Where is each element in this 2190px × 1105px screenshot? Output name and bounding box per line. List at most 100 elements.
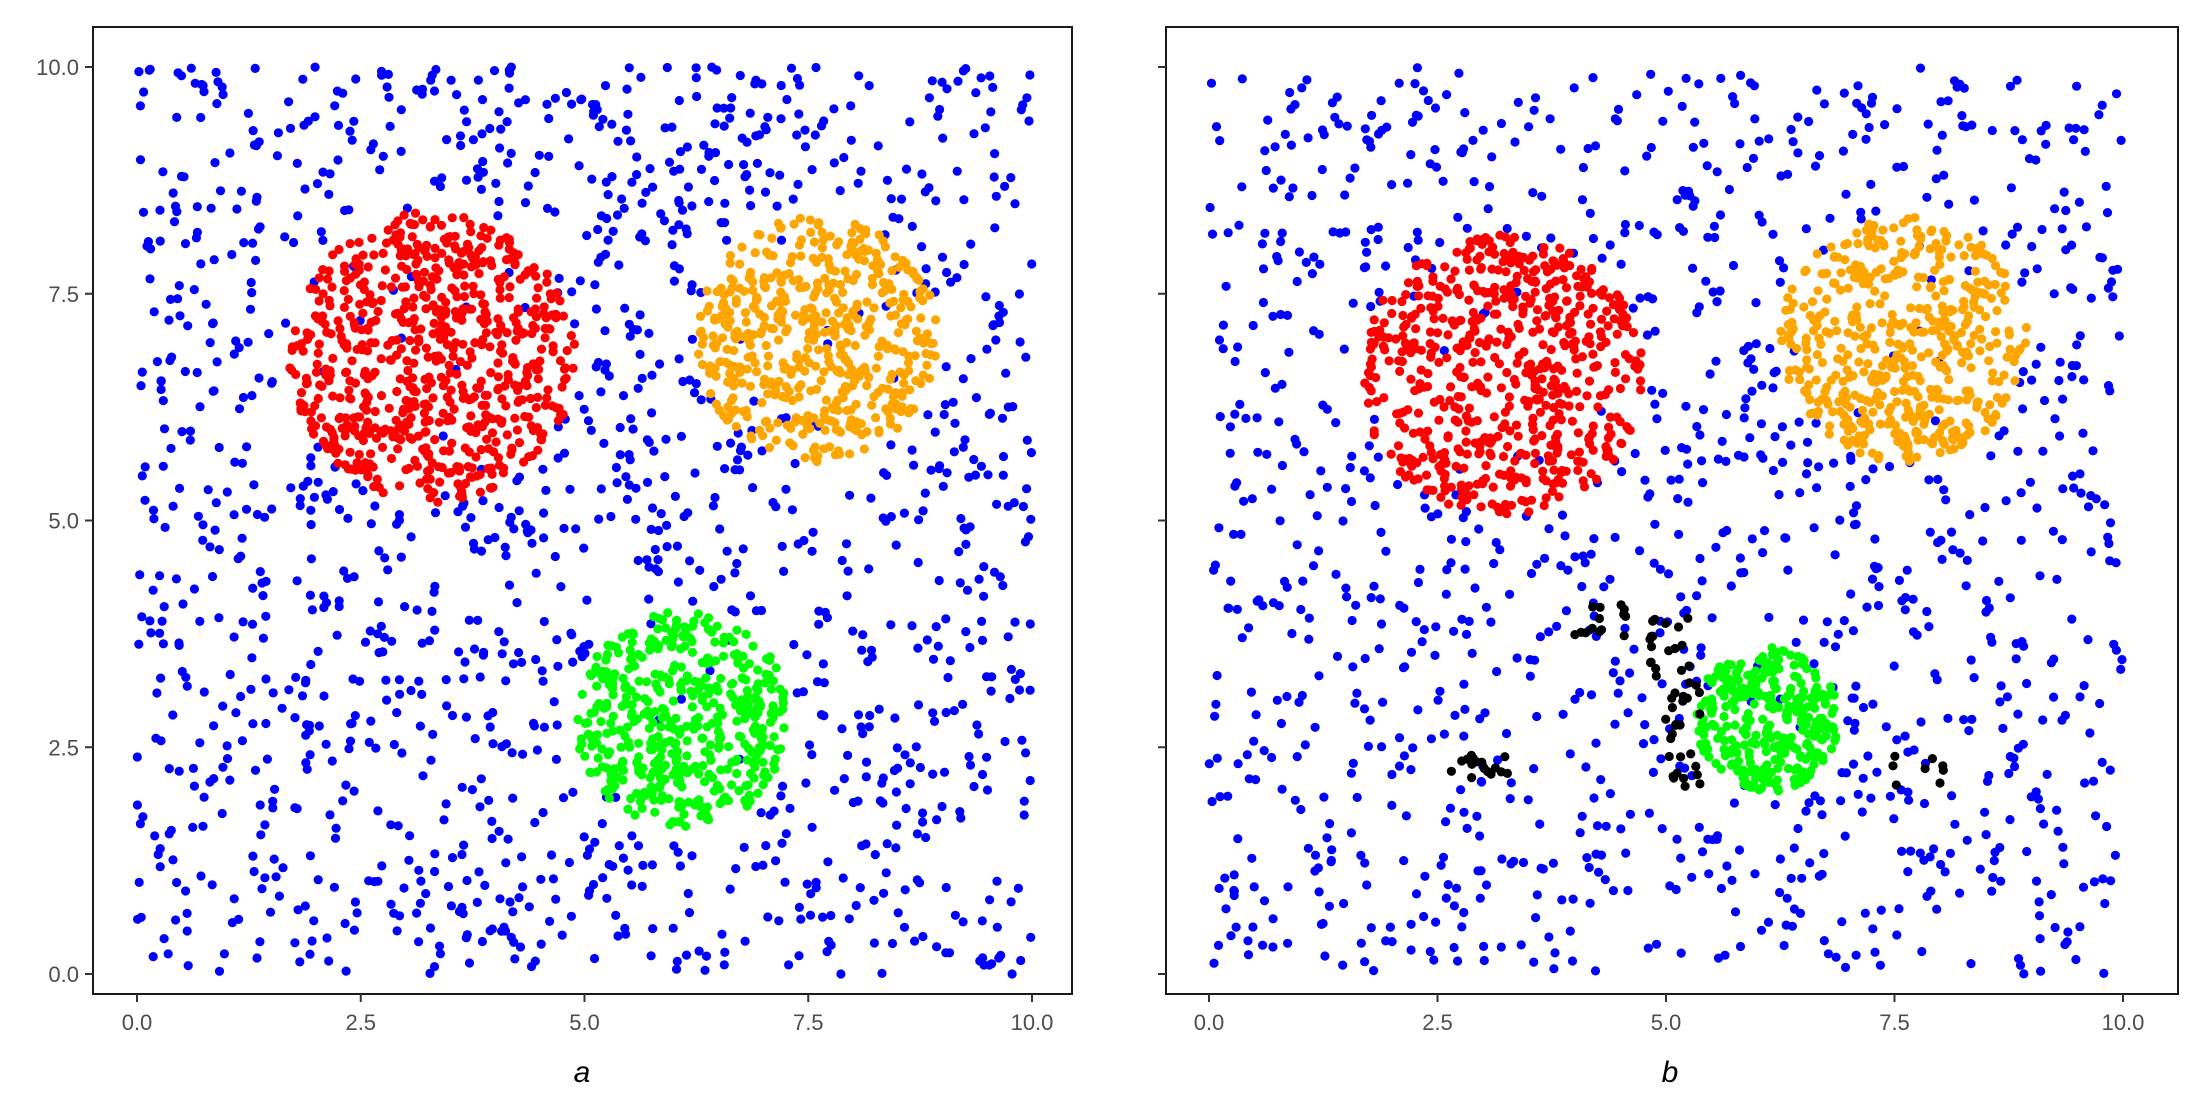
cluster-1-point	[420, 246, 430, 256]
background-point	[1577, 195, 1588, 205]
background-point	[608, 226, 618, 236]
cluster-1-point	[1397, 356, 1407, 367]
background-point	[1582, 853, 1592, 863]
background-point	[1678, 226, 1688, 236]
cluster-1-point	[475, 487, 485, 497]
background-point	[1998, 723, 2008, 734]
background-point	[1532, 711, 1542, 722]
background-point	[1373, 129, 1384, 139]
background-point	[807, 165, 817, 175]
cluster-3-point	[665, 736, 675, 746]
background-point	[1314, 887, 1324, 897]
background-point	[1248, 922, 1258, 932]
background-point	[646, 524, 656, 535]
cluster-1-point	[1497, 423, 1507, 433]
cluster-1-point	[1564, 248, 1574, 258]
background-point	[944, 948, 955, 958]
cluster-1-point	[1433, 301, 1443, 311]
cluster-1-point	[359, 284, 369, 295]
cluster-1-point	[358, 308, 368, 318]
background-point	[1683, 459, 1693, 469]
background-point	[959, 259, 969, 270]
background-point	[819, 678, 829, 688]
background-point	[1545, 114, 1555, 124]
background-point	[255, 567, 265, 577]
background-point	[1387, 800, 1397, 811]
background-point	[1635, 293, 1645, 303]
background-point	[1915, 848, 1925, 858]
cluster-3-point	[697, 733, 707, 744]
background-point	[1616, 259, 1626, 269]
cluster-1-point	[334, 444, 344, 454]
cluster-2-point	[894, 262, 904, 272]
background-point	[621, 472, 631, 482]
background-point	[1655, 628, 1665, 638]
cluster-2-point	[896, 319, 907, 329]
cluster-1-point	[1612, 329, 1622, 339]
background-point	[1206, 78, 1217, 88]
cluster-1-point	[1571, 354, 1581, 364]
cluster-1-point	[1465, 243, 1475, 253]
cluster-3-point	[729, 637, 739, 647]
background-point	[593, 357, 604, 368]
background-point	[586, 425, 596, 435]
cluster-1-point	[1374, 332, 1384, 342]
cluster-1-point	[416, 324, 426, 334]
background-point	[980, 123, 990, 133]
cluster-1-point	[341, 413, 351, 423]
background-point	[290, 803, 300, 813]
background-point	[1727, 875, 1737, 886]
background-point	[667, 122, 677, 132]
background-point	[1331, 569, 1341, 580]
cluster-1-point	[433, 351, 443, 361]
background-point	[399, 883, 409, 893]
background-point	[1215, 412, 1225, 422]
cluster-3-point	[712, 621, 722, 631]
cluster-2-point	[741, 405, 751, 416]
cluster-1-point	[1532, 305, 1543, 315]
background-point	[192, 367, 202, 378]
cluster-3-point	[758, 757, 768, 767]
background-point	[1757, 380, 1767, 390]
cluster-2-point	[845, 449, 855, 459]
background-point	[677, 205, 688, 215]
background-point	[1024, 116, 1034, 126]
cluster-2-point	[1913, 428, 1923, 438]
cluster-3-point	[751, 694, 761, 705]
cluster-1-point	[1601, 337, 1611, 347]
cluster-1-point	[380, 265, 390, 275]
background-point	[499, 922, 509, 932]
cluster-3-point	[677, 782, 687, 792]
cluster-1-point	[430, 243, 440, 253]
background-point	[1243, 936, 1253, 946]
background-point	[765, 168, 775, 178]
cluster-3-point	[698, 692, 708, 702]
background-point	[674, 195, 684, 206]
background-point	[1275, 516, 1285, 526]
background-point	[1649, 558, 1659, 568]
background-point	[455, 131, 466, 141]
cluster-2-point	[891, 345, 901, 355]
background-point	[1649, 227, 1659, 237]
cluster-1-point	[345, 239, 355, 249]
background-point	[918, 506, 928, 516]
background-point	[1478, 125, 1488, 135]
background-point	[300, 184, 310, 194]
background-point	[135, 819, 145, 829]
cluster-1-point	[1379, 318, 1389, 328]
background-point	[1211, 699, 1221, 709]
cluster-3-point	[645, 645, 655, 655]
cluster-2-point	[817, 227, 827, 238]
cluster-1-point	[305, 284, 315, 294]
background-point	[1858, 773, 1868, 783]
cluster-1-point	[1586, 319, 1596, 329]
cluster-3-point	[768, 676, 778, 686]
background-point	[1629, 644, 1639, 654]
background-point	[1708, 287, 1718, 297]
background-point	[504, 65, 514, 75]
background-point	[1793, 823, 1803, 834]
background-point	[1430, 103, 1441, 113]
background-point	[667, 240, 677, 250]
background-point	[1450, 710, 1460, 721]
cluster-2-point	[809, 237, 820, 247]
